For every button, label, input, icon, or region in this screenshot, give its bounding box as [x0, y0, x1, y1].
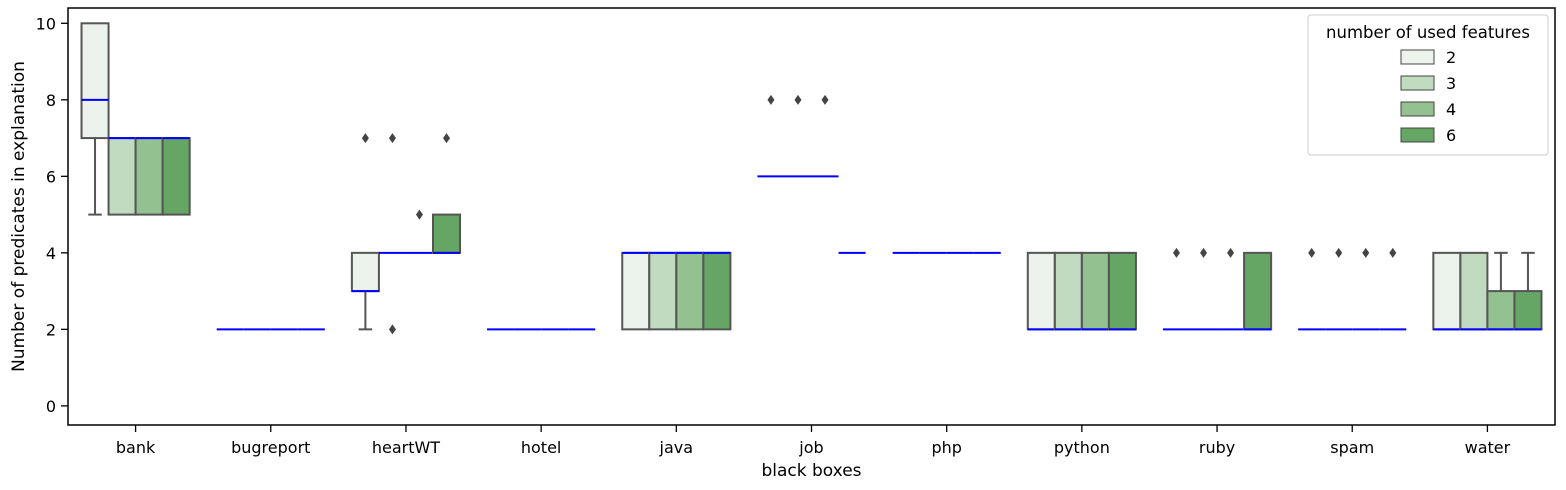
outlier-point: [1308, 247, 1316, 258]
outlier-point: [1362, 247, 1370, 258]
outlier-point: [1389, 247, 1397, 258]
outlier-point: [794, 94, 802, 105]
x-axis: bank bugreport heartWT hotel java job php pytho…: [116, 425, 1511, 457]
outlier-point: [1200, 247, 1208, 258]
box-heartWT-6: [431, 213, 462, 254]
fliers-layer: [361, 94, 1397, 335]
box-iqr: [1243, 251, 1273, 331]
outlier-point: [415, 209, 423, 220]
legend: number of used features 2 3 4 6: [1307, 14, 1549, 156]
box-python-6: [1107, 251, 1137, 331]
box-iqr: [80, 22, 110, 140]
legend-label: 6: [1446, 126, 1456, 145]
box-iqr: [648, 251, 678, 331]
x-tick-label: job: [798, 438, 823, 457]
y-tick-label: 0: [46, 397, 56, 416]
y-tick-label: 8: [46, 91, 56, 110]
box-iqr: [350, 251, 380, 293]
x-tick-label: bank: [116, 438, 156, 457]
y-axis: 0 2 4 6 8 10: [36, 14, 68, 416]
box-iqr: [702, 251, 732, 331]
boxes-layer: [80, 22, 1543, 331]
box-water-6: [1513, 251, 1543, 331]
box-iqr: [107, 137, 137, 216]
box-bank-6: [161, 137, 191, 216]
box-iqr: [1486, 290, 1516, 331]
box-bank-4: [134, 137, 164, 216]
box-iqr: [1107, 251, 1137, 331]
box-iqr: [1459, 251, 1489, 331]
outlier-point: [821, 94, 829, 105]
box-heartWT-2: [350, 251, 380, 331]
outlier-point: [388, 324, 396, 335]
legend-label: 4: [1446, 100, 1456, 119]
box-bank-3: [107, 137, 137, 216]
outlier-point: [388, 133, 396, 144]
outlier-point: [767, 94, 775, 105]
x-tick-label: water: [1465, 438, 1511, 457]
plot-frame: [67, 7, 1556, 426]
x-tick-label: ruby: [1199, 438, 1235, 457]
box-java-6: [702, 251, 732, 331]
box-iqr: [161, 137, 191, 216]
y-tick-label: 4: [46, 244, 56, 263]
box-iqr: [134, 137, 164, 216]
outlier-point: [443, 133, 451, 144]
box-python-4: [1080, 251, 1110, 331]
box-iqr: [675, 251, 705, 331]
outlier-point: [1172, 247, 1180, 258]
y-tick-label: 2: [46, 320, 56, 339]
box-iqr: [1080, 251, 1110, 331]
x-tick-label: hotel: [521, 438, 562, 457]
y-axis-label: Number of predicates in explanation: [9, 61, 29, 372]
box-bank-2: [80, 22, 110, 216]
outlier-point: [361, 133, 369, 144]
legend-swatch: [1400, 101, 1435, 117]
legend-title: number of used features: [1326, 23, 1530, 42]
box-water-2: [1432, 251, 1462, 331]
outlier-point: [1335, 247, 1343, 258]
legend-swatch: [1400, 75, 1435, 91]
legend-items: 2 3 4 6: [1400, 48, 1456, 145]
box-python-2: [1026, 251, 1056, 331]
legend-label: 3: [1446, 74, 1456, 93]
box-iqr: [1432, 251, 1462, 331]
x-tick-label: bugreport: [231, 438, 310, 457]
x-tick-label: heartWT: [372, 438, 440, 457]
box-python-3: [1053, 251, 1083, 331]
box-ruby-6: [1243, 251, 1273, 331]
box-java-4: [675, 251, 705, 331]
box-iqr: [621, 251, 651, 331]
box-iqr: [1026, 251, 1056, 331]
outlier-point: [1227, 247, 1235, 258]
y-tick-label: 6: [46, 167, 56, 186]
x-tick-label: python: [1054, 438, 1110, 457]
legend-swatch: [1400, 127, 1435, 143]
x-tick-label: spam: [1330, 438, 1374, 457]
x-tick-label: php: [931, 438, 961, 457]
box-iqr: [431, 213, 462, 254]
box-iqr: [1053, 251, 1083, 331]
y-tick-label: 10: [36, 14, 56, 33]
box-java-3: [648, 251, 678, 331]
box-water-4: [1486, 251, 1516, 331]
legend-swatch: [1400, 49, 1435, 65]
box-java-2: [621, 251, 651, 331]
x-tick-label: java: [659, 438, 694, 457]
box-water-3: [1459, 251, 1489, 331]
box-iqr: [1513, 290, 1543, 331]
legend-label: 2: [1446, 48, 1456, 67]
x-axis-label: black boxes: [761, 461, 861, 481]
